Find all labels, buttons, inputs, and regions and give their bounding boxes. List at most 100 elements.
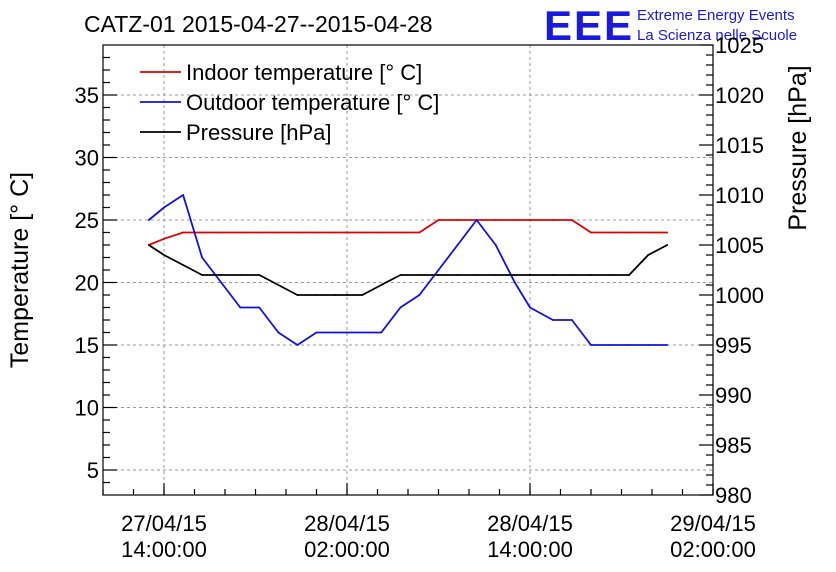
series-2-point xyxy=(380,284,383,286)
series-2-point xyxy=(361,294,364,296)
series-0-point xyxy=(220,231,223,234)
y-axis-title: Temperature [° C] xyxy=(6,172,34,368)
y-tick-label: 25 xyxy=(75,208,99,233)
series-0-point xyxy=(201,231,204,234)
series-2-point xyxy=(513,274,516,276)
series-2-point xyxy=(399,274,402,276)
series-1-point xyxy=(399,306,402,309)
series-0-point xyxy=(571,219,573,221)
y2-tick-label: 1025 xyxy=(715,33,764,58)
y-tick-label: 15 xyxy=(75,333,99,358)
series-0-point xyxy=(551,219,554,221)
series-1-point xyxy=(163,206,165,209)
series-0-point xyxy=(346,231,348,234)
series-1-point xyxy=(437,269,440,271)
x-tick-label: 02:00:00 xyxy=(670,537,756,562)
x-tick-label: 14:00:00 xyxy=(121,537,207,562)
series-1-point xyxy=(201,256,204,259)
series-line-0 xyxy=(148,219,668,246)
series-1-point xyxy=(418,294,421,296)
y-tick-label: 20 xyxy=(75,271,99,296)
series-2-point xyxy=(147,244,150,246)
series-2-point xyxy=(163,254,165,256)
x-tick-label: 14:00:00 xyxy=(487,537,573,562)
x-tick-label: 02:00:00 xyxy=(304,537,390,562)
series-2-point xyxy=(437,274,440,276)
series-2-point xyxy=(609,274,611,276)
series-0-point xyxy=(239,231,242,234)
series-1-point xyxy=(590,344,592,346)
series-0-point xyxy=(456,219,459,221)
y-axis-left: 5 10 15 20 25 30 35 xyxy=(75,56,117,484)
series-2-point xyxy=(475,274,478,276)
y-tick-label: 35 xyxy=(75,83,99,108)
series-2-point xyxy=(201,274,204,276)
series-1-point xyxy=(529,306,531,309)
series-2-point xyxy=(220,274,223,276)
series-1-point xyxy=(456,244,459,246)
series-1-point xyxy=(609,344,611,346)
legend-label: Outdoor temperature [° C] xyxy=(186,90,439,115)
series-2-point xyxy=(277,284,280,286)
y-tick-label: 5 xyxy=(87,458,99,483)
series-1-point xyxy=(513,281,516,284)
y2-tick-label: 1000 xyxy=(715,283,764,308)
series-0-point xyxy=(380,231,383,234)
x-tick-label: 28/04/15 xyxy=(304,511,390,536)
series-0-point xyxy=(494,219,497,221)
series-0-point xyxy=(529,219,531,221)
series-1-point xyxy=(182,194,184,196)
series-line-2 xyxy=(148,244,668,296)
series-0-point xyxy=(334,231,337,234)
series-0-point xyxy=(399,231,402,234)
y-tick-label: 10 xyxy=(75,396,99,421)
y2-axis-title: Pressure [hPa] xyxy=(784,65,812,230)
series-0-point xyxy=(361,231,364,234)
series-1-point xyxy=(475,219,478,221)
series-2-point xyxy=(647,254,650,256)
series-1-point xyxy=(147,219,150,221)
series-0-point xyxy=(666,231,669,234)
series-2-point xyxy=(456,274,459,276)
series-1-point xyxy=(647,344,650,346)
series-2-point xyxy=(590,274,592,276)
series-1-point xyxy=(277,331,280,334)
series-2-point xyxy=(666,244,669,246)
series-0-point xyxy=(418,231,421,234)
legend-label: Pressure [hPa] xyxy=(186,120,332,145)
series-2-point xyxy=(182,264,184,266)
legend: Indoor temperature [° C] Outdoor temperat… xyxy=(140,60,439,145)
series-0-point xyxy=(628,231,631,234)
series-1-point xyxy=(380,331,383,334)
series-0-point xyxy=(590,231,592,234)
series-0-point xyxy=(296,231,299,234)
series-2-point xyxy=(346,294,348,296)
series-2-point xyxy=(239,274,242,276)
x-tick-label: 28/04/15 xyxy=(487,511,573,536)
series-0-point xyxy=(647,231,650,234)
y2-tick-label: 985 xyxy=(715,433,752,458)
series-1-point xyxy=(666,344,669,346)
series-1-point xyxy=(315,331,318,334)
series-1-point xyxy=(494,244,497,246)
series-0-point xyxy=(163,237,165,240)
y2-tick-label: 1005 xyxy=(715,233,764,258)
eee-logo: EEE Extreme Energy Events La Scienza nel… xyxy=(544,2,797,49)
y-axis-right: 980 985 990 995 1000 1005 1010 1015 1020 1025 xyxy=(699,33,764,508)
series-1-point xyxy=(296,344,299,346)
series-2-point xyxy=(334,294,337,296)
y-tick-label: 30 xyxy=(75,146,99,171)
series-2-point xyxy=(628,274,631,276)
series-0-point xyxy=(437,219,440,221)
series-0-point xyxy=(513,219,516,221)
series-1-point xyxy=(258,306,261,309)
y2-tick-label: 990 xyxy=(715,383,752,408)
series-2-point xyxy=(551,274,554,276)
series-1-point xyxy=(551,319,554,321)
eee-logo-mark: EEE xyxy=(544,2,634,49)
eee-logo-line1: Extreme Energy Events xyxy=(637,7,795,24)
series-0-point xyxy=(277,231,280,234)
series-1-point xyxy=(346,331,348,334)
y2-tick-label: 1015 xyxy=(715,133,764,158)
